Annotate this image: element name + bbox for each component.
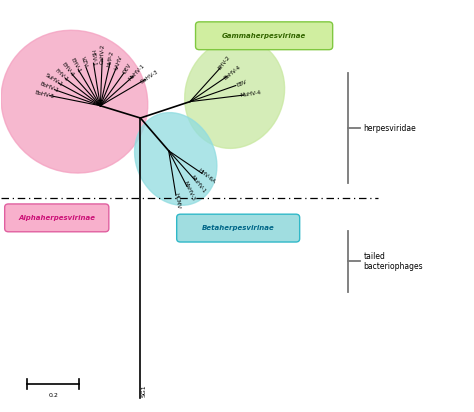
FancyBboxPatch shape <box>5 204 109 232</box>
Ellipse shape <box>1 30 148 173</box>
Text: Alphaherpesvirinae: Alphaherpesvirinae <box>18 215 95 221</box>
Text: HCMV: HCMV <box>173 192 180 209</box>
Text: VZV: VZV <box>80 56 88 68</box>
Text: CaHV-2: CaHV-2 <box>100 44 105 64</box>
Text: Gammaherpesvirinae: Gammaherpesvirinae <box>222 33 306 39</box>
Text: FHV-1: FHV-1 <box>54 68 69 82</box>
Text: MuHV-4: MuHV-4 <box>240 90 261 98</box>
FancyBboxPatch shape <box>177 214 300 242</box>
Text: GaHV-3: GaHV-3 <box>140 69 160 84</box>
Text: BoHV-1: BoHV-1 <box>39 82 59 94</box>
Text: LAHV: LAHV <box>114 55 123 70</box>
Ellipse shape <box>185 39 284 148</box>
Text: Betaherpesvirinae: Betaherpesvirinae <box>202 225 274 231</box>
Text: EHV-4: EHV-4 <box>61 62 75 77</box>
Ellipse shape <box>135 112 217 205</box>
Text: MeHV-1: MeHV-1 <box>128 63 146 82</box>
Text: HSV-1: HSV-1 <box>89 50 96 67</box>
Text: BoHV-4: BoHV-4 <box>223 65 242 81</box>
Text: DEV: DEV <box>122 63 132 75</box>
Text: SG1: SG1 <box>142 385 147 397</box>
Text: EBV: EBV <box>237 79 248 88</box>
Text: tailed
bacteriophages: tailed bacteriophages <box>363 252 423 271</box>
Text: MuHV-1: MuHV-1 <box>190 174 207 194</box>
FancyBboxPatch shape <box>196 22 333 50</box>
Text: MaHV-3: MaHV-3 <box>183 180 196 202</box>
Text: 0.2: 0.2 <box>48 393 58 398</box>
Text: EHV-2: EHV-2 <box>218 55 232 71</box>
Text: HVP-2: HVP-2 <box>107 50 115 67</box>
Text: EHV-1: EHV-1 <box>70 57 82 74</box>
Text: SuHV-1: SuHV-1 <box>44 73 64 88</box>
Text: herpesviridae: herpesviridae <box>363 124 416 133</box>
Text: BoHV-5: BoHV-5 <box>34 90 55 99</box>
Text: HHV-6A: HHV-6A <box>197 169 217 185</box>
